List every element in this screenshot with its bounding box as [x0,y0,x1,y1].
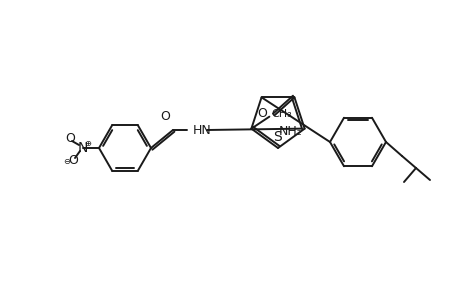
Text: O: O [160,110,169,122]
Text: O: O [65,133,75,146]
Text: O: O [68,154,78,166]
Text: N: N [78,141,88,155]
Text: O: O [257,107,267,120]
Text: HN: HN [193,124,211,136]
Text: CH₃: CH₃ [271,109,291,119]
Text: NH₂: NH₂ [278,125,302,138]
Text: ⊖: ⊖ [63,158,70,166]
Text: S: S [273,130,282,144]
Text: ⊕: ⊕ [84,139,91,148]
